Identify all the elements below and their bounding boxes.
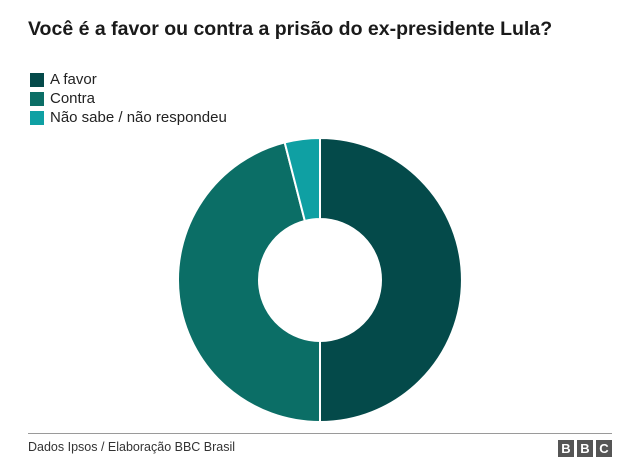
bbc-logo-letter-2: B (577, 440, 593, 457)
legend-label-nao-sabe: Não sabe / não respondeu (50, 109, 227, 126)
slice-nao-sabe (283, 136, 321, 223)
legend-swatch-contra (30, 91, 44, 106)
legend-swatch-a-favor (30, 72, 44, 87)
bbc-logo: B B C (558, 440, 612, 457)
slice-a-favor (319, 136, 463, 424)
legend: A favor Contra Não sabe / não respondeu (30, 70, 227, 127)
legend-swatch-nao-sabe (30, 110, 44, 125)
source-note: Dados Ipsos / Elaboração BBC Brasil (28, 440, 236, 454)
legend-item-nao-sabe: Não sabe / não respondeu (30, 108, 227, 127)
legend-item-contra: Contra (30, 89, 227, 108)
bbc-logo-letter-3: C (596, 440, 612, 457)
bbc-logo-letter-1: B (558, 440, 574, 457)
chart-title: Você é a favor ou contra a prisão do ex-… (28, 18, 553, 40)
legend-item-a-favor: A favor (30, 70, 227, 89)
slice-contra (177, 141, 321, 424)
footer-divider (28, 433, 612, 434)
legend-label-contra: Contra (50, 90, 96, 107)
legend-label-a-favor: A favor (50, 71, 97, 88)
